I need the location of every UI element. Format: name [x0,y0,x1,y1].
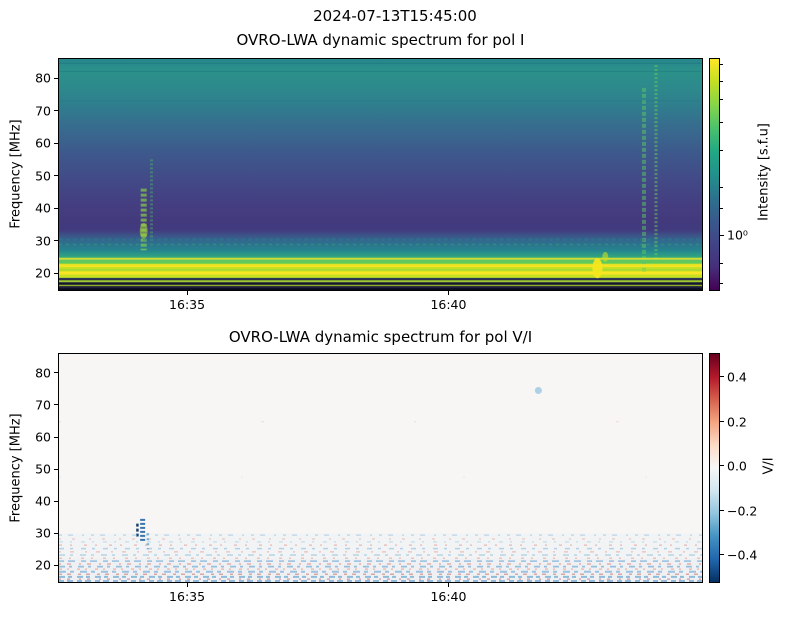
y-tick-label: 70 [35,103,51,119]
y-tick-label: 80 [35,365,51,381]
x-tick-mark [186,291,188,295]
colorbar-minor-tick-mark [720,186,723,188]
colorbar-tick-label: −0.2 [727,503,758,519]
colorbar-tick-mark [720,554,724,556]
x-tick-label: 16:40 [430,297,467,312]
pol-vi-spectrogram [58,353,703,583]
colorbar-minor-tick-mark [720,262,723,264]
colorbar-tick-mark [720,234,724,236]
intensity-colorbar [709,58,720,291]
colorbar-tick-label: −0.4 [727,547,758,563]
y-tick-mark [54,175,58,177]
y-tick-mark [54,436,58,438]
y-tick-label: 30 [35,233,51,249]
y-tick-label: 50 [35,461,51,477]
y-tick-label: 20 [35,265,51,281]
y-tick-label: 60 [35,135,51,151]
colorbar-minor-tick-mark [720,64,723,66]
colorbar-minor-tick-mark [720,282,723,284]
vi-colorbar-label: V/I [761,457,777,475]
y-tick-label: 80 [35,70,51,86]
x-tick-mark [447,583,449,587]
y-tick-mark [54,564,58,566]
y-tick-mark [54,468,58,470]
y-tick-mark [54,240,58,242]
y-tick-label: 20 [35,557,51,573]
colorbar-minor-tick-mark [720,121,723,123]
vi-colorbar [709,353,720,583]
colorbar-minor-tick-mark [720,99,723,101]
pol-vi-panel-title: OVRO-LWA dynamic spectrum for pol V/I [228,328,533,346]
y-tick-label: 50 [35,168,51,184]
y-tick-mark [54,110,58,112]
colorbar-tick-label: 0.4 [727,369,747,385]
x-tick-mark [447,291,449,295]
colorbar-minor-tick-mark [720,149,723,151]
colorbar-tick-label: 10⁰ [727,227,748,243]
figure-suptitle: 2024-07-13T15:45:00 [313,7,477,25]
y-tick-mark [54,404,58,406]
intensity-colorbar-label: Intensity [s.f.u] [756,123,772,221]
y-tick-label: 30 [35,525,51,541]
pol-i-panel-title: OVRO-LWA dynamic spectrum for pol I [236,31,525,49]
colorbar-tick-mark [720,510,724,512]
y-tick-mark [54,142,58,144]
colorbar-tick-mark [720,421,724,423]
y-tick-label: 40 [35,493,51,509]
y-tick-mark [54,272,58,274]
y-tick-label: 70 [35,397,51,413]
colorbar-minor-tick-mark [720,81,723,83]
y-tick-mark [54,500,58,502]
x-tick-mark [186,583,188,587]
polVI-heatmap-canvas [59,387,702,582]
y-tick-mark [54,207,58,209]
colorbar-minor-tick-mark [720,207,723,209]
y-tick-label: 40 [35,200,51,216]
colorbar-tick-label: 0.0 [727,458,747,474]
y-tick-mark [54,77,58,79]
y-tick-label: 60 [35,429,51,445]
colorbar-tick-mark [720,376,724,378]
pol-i-spectrogram [58,58,703,291]
x-tick-label: 16:40 [430,589,467,604]
y-tick-mark [54,372,58,374]
colorbar-tick-mark [720,465,724,467]
x-tick-label: 16:35 [169,297,206,312]
x-tick-label: 16:35 [169,589,206,604]
y-tick-mark [54,532,58,534]
colorbar-tick-label: 0.2 [727,414,747,430]
polI-heatmap-canvas [59,61,702,290]
